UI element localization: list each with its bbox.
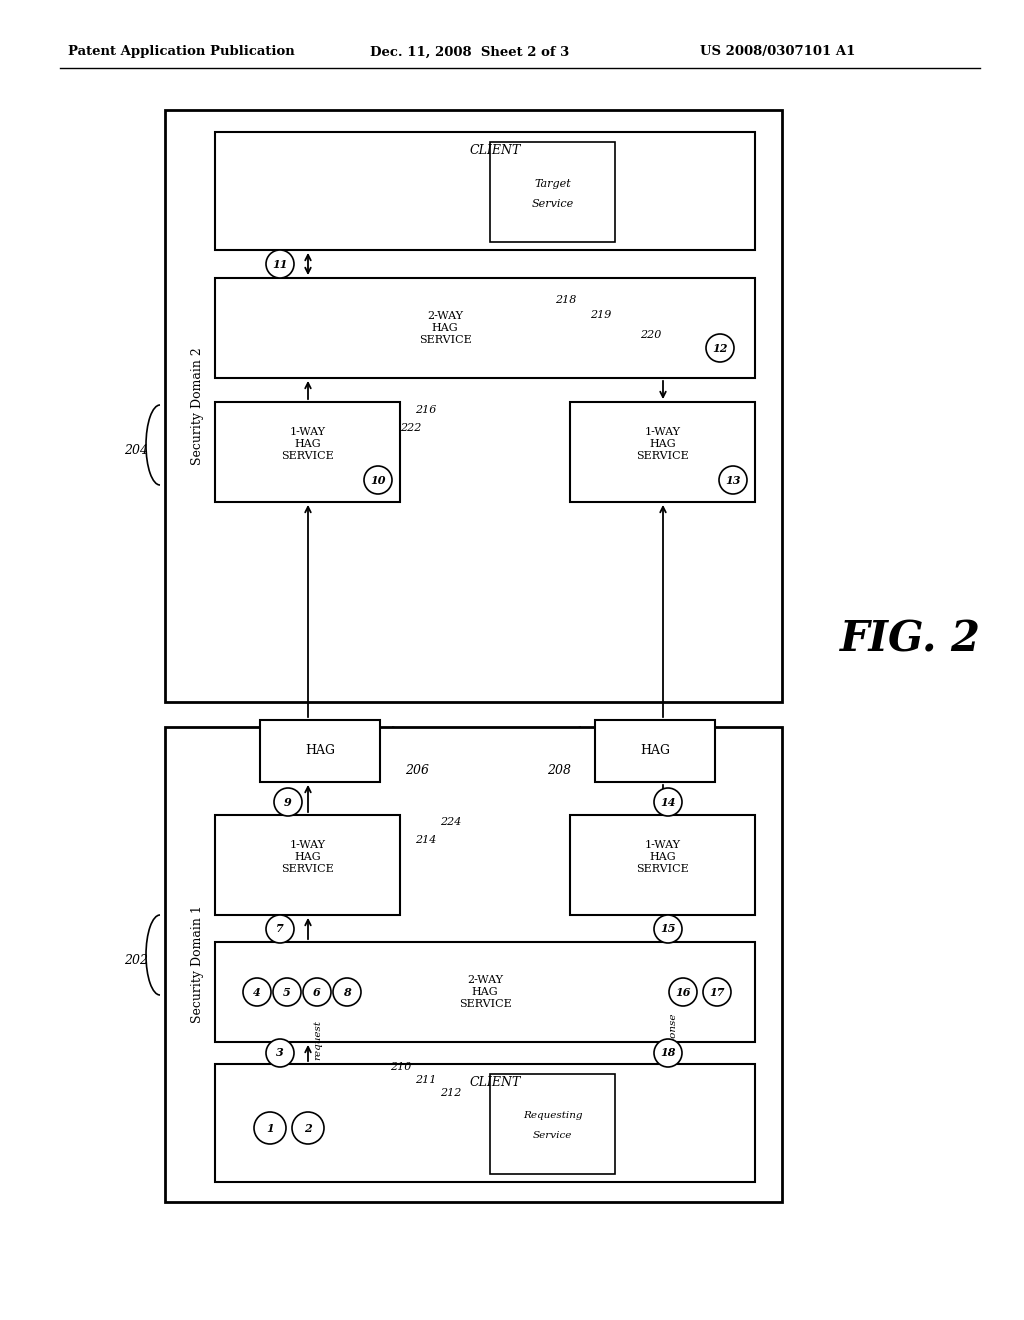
Text: 16: 16	[675, 986, 691, 998]
Text: 18: 18	[660, 1048, 676, 1059]
Text: Target: Target	[535, 180, 570, 189]
Text: 9: 9	[284, 796, 292, 808]
Text: 12: 12	[713, 342, 728, 354]
Text: 2: 2	[304, 1122, 312, 1134]
Circle shape	[266, 1039, 294, 1067]
Circle shape	[719, 466, 746, 494]
Circle shape	[706, 334, 734, 362]
Circle shape	[266, 249, 294, 279]
Text: 5: 5	[283, 986, 291, 998]
Text: 2-WAY
HAG
SERVICE: 2-WAY HAG SERVICE	[419, 310, 471, 346]
Circle shape	[303, 978, 331, 1006]
Text: 10: 10	[371, 474, 386, 486]
Text: 6: 6	[313, 986, 321, 998]
Text: 202: 202	[124, 953, 148, 966]
Text: 15: 15	[660, 924, 676, 935]
Text: Requesting: Requesting	[522, 1111, 583, 1121]
Circle shape	[266, 915, 294, 942]
Bar	[570, 814, 755, 915]
Bar	[215, 403, 400, 502]
Bar	[165, 727, 782, 1203]
Circle shape	[654, 915, 682, 942]
Circle shape	[654, 1039, 682, 1067]
Bar	[595, 719, 715, 781]
Bar	[490, 1074, 615, 1173]
Circle shape	[243, 978, 271, 1006]
Circle shape	[254, 1111, 286, 1144]
Text: CLIENT: CLIENT	[469, 1076, 520, 1089]
Text: 212: 212	[440, 1088, 462, 1098]
Text: 208: 208	[547, 764, 571, 777]
Circle shape	[274, 788, 302, 816]
Text: 13: 13	[725, 474, 740, 486]
Text: response: response	[668, 1012, 677, 1060]
Text: Service: Service	[531, 199, 573, 209]
Bar	[570, 403, 755, 502]
Bar	[165, 110, 782, 702]
Circle shape	[364, 466, 392, 494]
Bar	[215, 1064, 755, 1181]
Text: 219: 219	[590, 310, 611, 319]
Text: 210: 210	[390, 1063, 412, 1072]
Circle shape	[654, 788, 682, 816]
Circle shape	[273, 978, 301, 1006]
Text: FIG. 2: FIG. 2	[840, 619, 981, 661]
Bar	[215, 279, 755, 378]
Bar	[490, 143, 615, 242]
Bar	[260, 719, 380, 781]
Circle shape	[669, 978, 697, 1006]
Text: 4: 4	[253, 986, 261, 998]
Text: 17: 17	[710, 986, 725, 998]
Bar	[215, 132, 755, 249]
Text: Dec. 11, 2008  Sheet 2 of 3: Dec. 11, 2008 Sheet 2 of 3	[370, 45, 569, 58]
Text: 220: 220	[640, 330, 662, 341]
Text: 3: 3	[276, 1048, 284, 1059]
Text: 211: 211	[415, 1074, 436, 1085]
Text: CLIENT: CLIENT	[469, 144, 520, 157]
Text: 1-WAY
HAG
SERVICE: 1-WAY HAG SERVICE	[636, 840, 689, 874]
Text: 1-WAY
HAG
SERVICE: 1-WAY HAG SERVICE	[636, 426, 689, 462]
Circle shape	[333, 978, 361, 1006]
Text: 222: 222	[400, 422, 421, 433]
Bar	[215, 814, 400, 915]
Text: 1-WAY
HAG
SERVICE: 1-WAY HAG SERVICE	[282, 426, 334, 462]
Text: 7: 7	[276, 924, 284, 935]
Text: US 2008/0307101 A1: US 2008/0307101 A1	[700, 45, 855, 58]
Bar	[215, 942, 755, 1041]
Text: 1: 1	[266, 1122, 273, 1134]
Text: 8: 8	[343, 986, 351, 998]
Text: HAG: HAG	[305, 744, 335, 758]
Text: Service: Service	[532, 1131, 572, 1140]
Text: Security Domain 1: Security Domain 1	[190, 906, 204, 1023]
Circle shape	[292, 1111, 324, 1144]
Text: 204: 204	[124, 444, 148, 457]
Text: request: request	[313, 1020, 322, 1060]
Text: 216: 216	[415, 405, 436, 414]
Text: 2-WAY
HAG
SERVICE: 2-WAY HAG SERVICE	[459, 974, 511, 1010]
Text: 14: 14	[660, 796, 676, 808]
Text: 206: 206	[406, 764, 429, 777]
Text: 218: 218	[555, 294, 577, 305]
Text: 224: 224	[440, 817, 462, 828]
Text: Patent Application Publication: Patent Application Publication	[68, 45, 295, 58]
Text: 214: 214	[415, 836, 436, 845]
Text: 1-WAY
HAG
SERVICE: 1-WAY HAG SERVICE	[282, 840, 334, 874]
Text: 11: 11	[272, 259, 288, 269]
Text: Security Domain 2: Security Domain 2	[190, 347, 204, 465]
Text: HAG: HAG	[640, 744, 670, 758]
Circle shape	[703, 978, 731, 1006]
